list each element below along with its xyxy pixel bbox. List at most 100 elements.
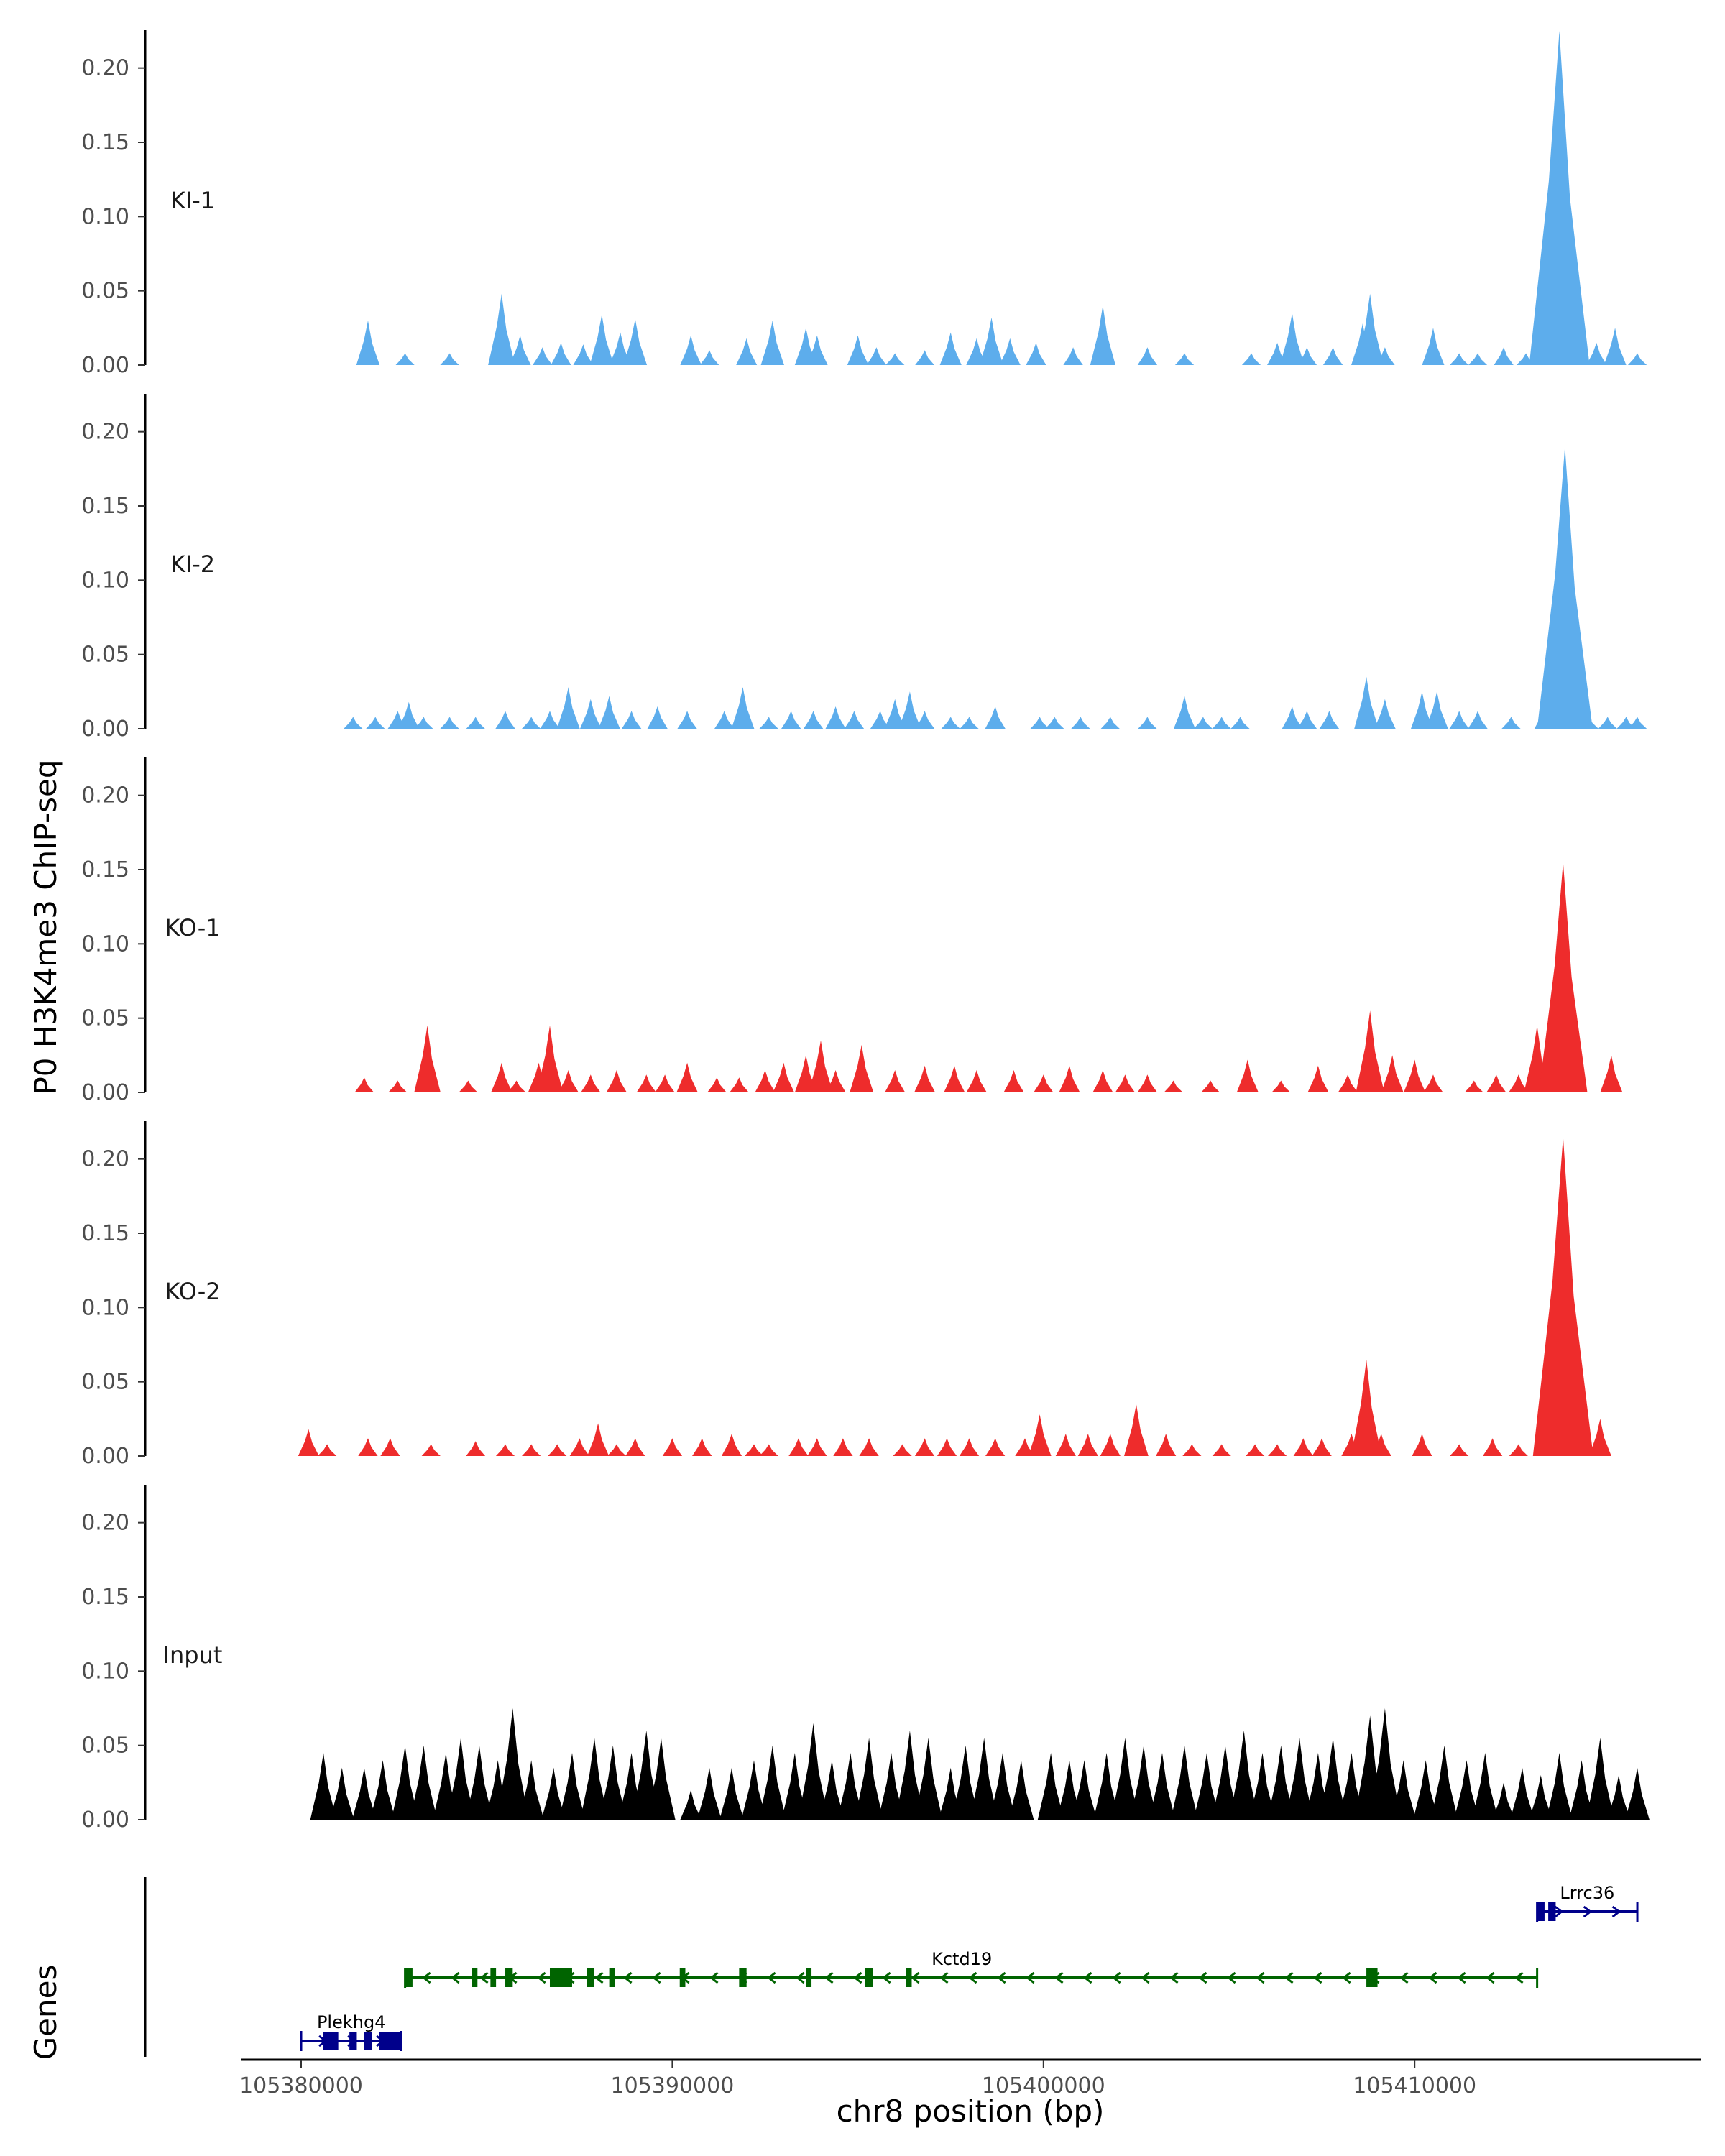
signal-peak — [536, 1026, 564, 1092]
track-label: KO-2 — [165, 1278, 220, 1305]
track-input: 0.00 0.05 0.10 0.15 0.20 Input — [81, 1485, 1650, 1833]
strand-arrow — [1141, 1971, 1150, 1984]
signal-peak — [1100, 717, 1120, 729]
signal-peak — [358, 1438, 378, 1456]
signal-peak — [966, 1070, 987, 1092]
gene-exon — [739, 1968, 747, 1987]
y-tick-label: 0.05 — [81, 1733, 129, 1759]
signal-peak — [744, 1444, 764, 1456]
signal-peak — [1588, 1419, 1611, 1456]
signal-peak — [788, 1438, 809, 1456]
signal-peak — [1509, 1444, 1528, 1456]
strand-arrow — [1583, 1905, 1593, 1918]
strand-arrow — [1457, 1971, 1466, 1984]
signal-peak — [1607, 1775, 1631, 1820]
signal-peak — [1241, 353, 1261, 365]
strand-arrow — [1284, 1971, 1294, 1984]
gene-exon — [1548, 1902, 1556, 1921]
signal-peak — [1468, 353, 1488, 365]
signal-tracks: 0.00 0.05 0.10 0.15 0.20 KI-1 0.00 0.05 0.10 0.15… — [81, 30, 1650, 1833]
y-tick-label: 0.05 — [81, 1006, 129, 1031]
signal-peak — [1137, 347, 1158, 365]
signal-peak — [1322, 347, 1343, 365]
signal-peak — [1028, 1414, 1052, 1456]
x-tick-label: 105400000 — [982, 2073, 1105, 2099]
signal-peak — [606, 1070, 627, 1092]
signal-peak — [680, 1789, 702, 1820]
signal-peak — [344, 717, 363, 729]
strand-arrow — [796, 1971, 805, 1984]
signal-peak — [1246, 1444, 1265, 1456]
y-tick-label: 0.10 — [81, 931, 129, 957]
signal-peak — [893, 1444, 912, 1456]
signal-peak — [1422, 328, 1445, 365]
signal-peak — [1356, 293, 1384, 365]
strand-arrow — [882, 1971, 891, 1984]
y-tick-label: 0.15 — [81, 130, 129, 155]
signal-peak — [1501, 717, 1521, 729]
signal-peak — [898, 691, 921, 729]
y-tick-label: 0.00 — [81, 1080, 129, 1105]
signal-peak — [1092, 1070, 1113, 1092]
y-tick-label: 0.10 — [81, 1295, 129, 1320]
signal-peak — [833, 1438, 853, 1456]
signal-peak — [999, 338, 1021, 365]
signal-peak — [1072, 1760, 1098, 1820]
signal-peak — [1124, 1404, 1149, 1456]
gene-name-label: Kctd19 — [932, 1949, 992, 1969]
signal-peak — [491, 1062, 512, 1092]
signal-peak — [466, 717, 485, 729]
signal-peak — [354, 1077, 374, 1092]
y-tick-label: 0.20 — [81, 783, 129, 808]
signal-peak — [522, 1444, 541, 1456]
signal-peak — [1529, 1775, 1552, 1820]
signal-peak — [1211, 1745, 1239, 1820]
signal-peak — [866, 347, 887, 365]
strand-arrow — [1169, 1971, 1179, 1984]
signal-peak — [607, 1444, 627, 1456]
signal-peak — [884, 699, 906, 729]
signal-peak — [1510, 1767, 1535, 1820]
signal-peak — [914, 1738, 943, 1820]
signal-peak — [421, 1444, 441, 1456]
x-axis-title: chr8 position (bp) — [837, 2093, 1105, 2129]
signal-peak — [1371, 1434, 1392, 1456]
signal-peak — [809, 1040, 833, 1092]
signal-peak — [1137, 1074, 1158, 1092]
signal-peak — [1138, 717, 1157, 729]
track-label: KI-2 — [170, 550, 215, 578]
signal-peak — [980, 317, 1003, 365]
signal-peak — [1156, 1434, 1177, 1456]
track-label: KO-1 — [165, 914, 220, 941]
signal-peak — [298, 1429, 319, 1456]
signal-peak — [850, 1044, 874, 1092]
signal-peak — [1229, 1731, 1259, 1820]
gene-exon — [405, 1968, 413, 1987]
y-tick-label: 0.20 — [81, 56, 129, 81]
y-tick-label: 0.20 — [81, 420, 129, 445]
signal-peak — [351, 1767, 377, 1820]
signal-peak — [1059, 1065, 1080, 1092]
strand-arrow — [1198, 1971, 1208, 1984]
signal-peak — [558, 1070, 579, 1092]
y-tick-label: 0.10 — [81, 1659, 129, 1684]
signal-peak — [1586, 343, 1607, 365]
signal-peak — [1318, 1738, 1348, 1820]
y-tick-label: 0.00 — [81, 1444, 129, 1469]
signal-peak — [540, 711, 560, 729]
signal-peak — [773, 1062, 795, 1092]
track-label: Input — [163, 1641, 223, 1669]
gene-name-label: Plekhg4 — [317, 2012, 386, 2032]
signal-peak — [380, 1438, 400, 1456]
x-axis: 105380000 105390000 105400000 105410000 — [239, 2058, 1701, 2099]
signal-peak — [825, 706, 846, 729]
signal-peak — [395, 353, 415, 365]
signal-peak — [459, 1080, 478, 1092]
signal-peak — [944, 1065, 965, 1092]
signal-peak — [587, 1423, 610, 1456]
strand-arrow — [451, 1971, 460, 1984]
signal-peak — [522, 717, 541, 729]
genes-axis-title: Genes — [28, 1965, 63, 2060]
signal-peak — [440, 717, 459, 729]
signal-peak — [781, 711, 801, 729]
